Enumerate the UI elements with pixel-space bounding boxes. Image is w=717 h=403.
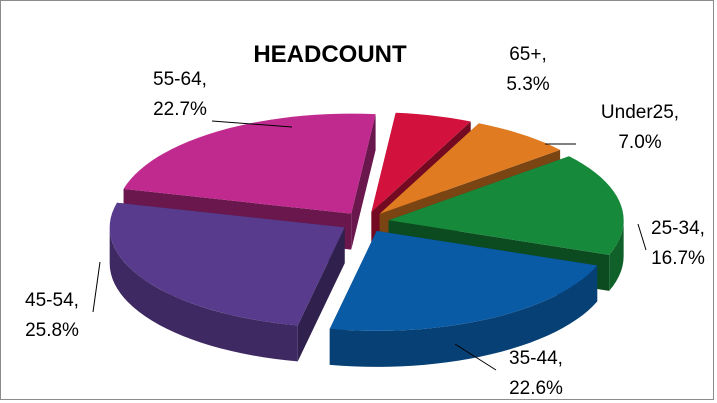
value-label: 7.0% — [618, 132, 661, 153]
leader-line — [454, 343, 497, 371]
label-separator: , — [74, 290, 79, 311]
data-labels: Under25, 7.0% 25-34, 16.7% 35-44, 22.6% 45-54,… — [25, 44, 705, 399]
category-label: 65+ — [509, 44, 541, 65]
data-label: 35-44, — [509, 348, 563, 369]
data-label: 45-54, — [25, 290, 79, 311]
slice-top — [379, 123, 561, 214]
value-label: 5.3% — [506, 74, 549, 95]
leader-line — [92, 261, 101, 313]
data-label: 65+, — [509, 44, 547, 65]
category-label: 55-64 — [153, 69, 202, 90]
category-label: 25-34 — [651, 218, 700, 239]
label-separator: , — [558, 348, 563, 369]
data-label: 55-64, — [153, 69, 207, 90]
slice-top — [371, 112, 471, 213]
leader-line — [211, 120, 293, 128]
value-label: 22.7% — [153, 99, 207, 120]
value-label: 16.7% — [651, 248, 705, 269]
value-label: 22.6% — [509, 378, 563, 399]
slice-wall — [609, 220, 624, 291]
pie — [109, 112, 624, 367]
label-separator: , — [674, 102, 679, 123]
slice-wall — [109, 227, 298, 362]
label-separator: , — [541, 44, 546, 65]
slice-top — [123, 113, 376, 214]
category-label: 45-54 — [25, 290, 74, 311]
category-label: 35-44 — [509, 348, 558, 369]
slice-wall — [329, 265, 598, 367]
data-label: Under25, — [601, 102, 679, 123]
slice-top — [388, 156, 624, 255]
label-separator: , — [700, 218, 705, 239]
category-label: Under25 — [601, 102, 674, 123]
label-separator: , — [202, 69, 207, 90]
value-label: 25.8% — [25, 320, 79, 341]
slice — [329, 230, 598, 367]
leader-line — [637, 223, 647, 251]
slice-top — [329, 230, 598, 331]
data-label: 25-34, — [651, 218, 705, 239]
chart-title: HEADCOUNT — [253, 41, 407, 68]
slice-side — [351, 114, 376, 250]
slice — [109, 202, 345, 362]
slice-top — [109, 202, 345, 326]
